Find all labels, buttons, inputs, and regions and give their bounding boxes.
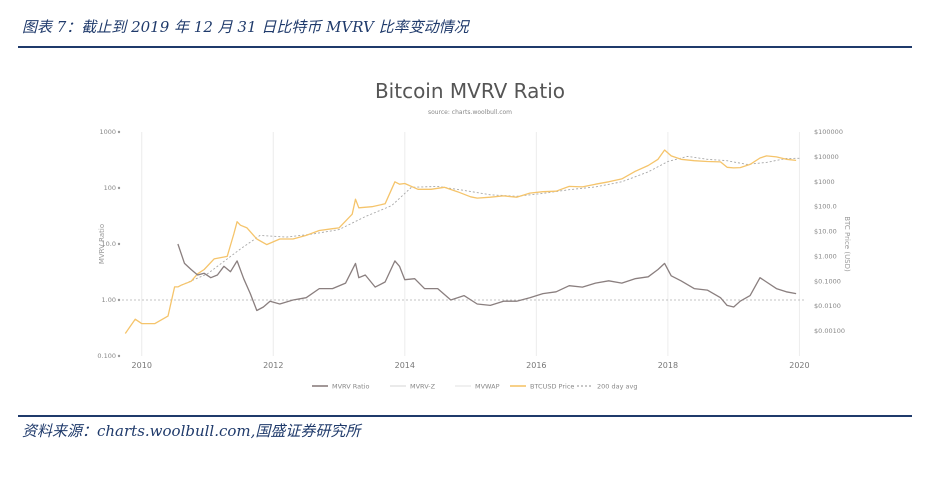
y-tick-dot — [117, 130, 121, 134]
y-tick-dot — [117, 354, 121, 358]
y2-tick-label: $0.1000 — [814, 277, 841, 285]
mvrv-chart: Bitcoin MVRV Ratio source: charts.woolbu… — [97, 79, 851, 391]
x-tick-label: 2014 — [395, 361, 415, 370]
series-btcusd-price — [124, 149, 797, 334]
series-mvrv-ratio — [177, 243, 797, 312]
y2-tick-label: $10000 — [814, 153, 839, 161]
chart-subtitle: source: charts.woolbull.com — [428, 109, 512, 116]
legend-label: 200 day avg — [597, 383, 637, 391]
y-tick-dot — [117, 186, 121, 190]
legend-label: MVWAP — [475, 383, 500, 391]
y2-tick-label: $100.0 — [814, 203, 837, 211]
y-axis-label: MVRV Ratio — [98, 224, 106, 264]
y-tick-label: 1000 — [99, 128, 116, 136]
x-tick-label: 2010 — [132, 361, 152, 370]
y-tick-label: 0.100 — [97, 352, 116, 360]
x-tick-label: 2018 — [658, 361, 678, 370]
y2-tick-label: $0.00100 — [814, 327, 845, 335]
legend-label: MVRV Ratio — [332, 383, 369, 391]
y2-tick-label: $1000 — [814, 178, 835, 186]
bottom-divider — [18, 415, 912, 417]
legend-label: BTCUSD Price — [530, 383, 574, 391]
series-200-day-avg — [181, 155, 800, 286]
y-tick-label: 100 — [104, 184, 116, 192]
x-tick-label: 2016 — [526, 361, 546, 370]
x-tick-label: 2020 — [789, 361, 809, 370]
y-tick-dot — [117, 242, 121, 246]
y-tick-label: 10.0 — [102, 240, 116, 248]
figure-title: 图表 7：截止到 2019 年 12 月 31 日比特币 MVRV 比率变动情况 — [22, 18, 469, 36]
x-tick-label: 2012 — [263, 361, 283, 370]
y-tick-label: 1.00 — [102, 296, 116, 304]
source-note: 资料来源：charts.woolbull.com,国盛证券研究所 — [22, 422, 361, 440]
y2-tick-label: $1.000 — [814, 252, 837, 260]
y2-tick-label: $100000 — [814, 128, 843, 136]
y2-tick-label: $10.00 — [814, 228, 837, 236]
y2-tick-label: $0.0100 — [814, 302, 841, 310]
legend-label: MVRV-Z — [410, 383, 436, 391]
top-divider — [18, 46, 912, 48]
y2-axis-label: BTC Price (USD) — [843, 216, 851, 272]
y-tick-dot — [117, 298, 121, 302]
chart-title: Bitcoin MVRV Ratio — [375, 79, 565, 103]
